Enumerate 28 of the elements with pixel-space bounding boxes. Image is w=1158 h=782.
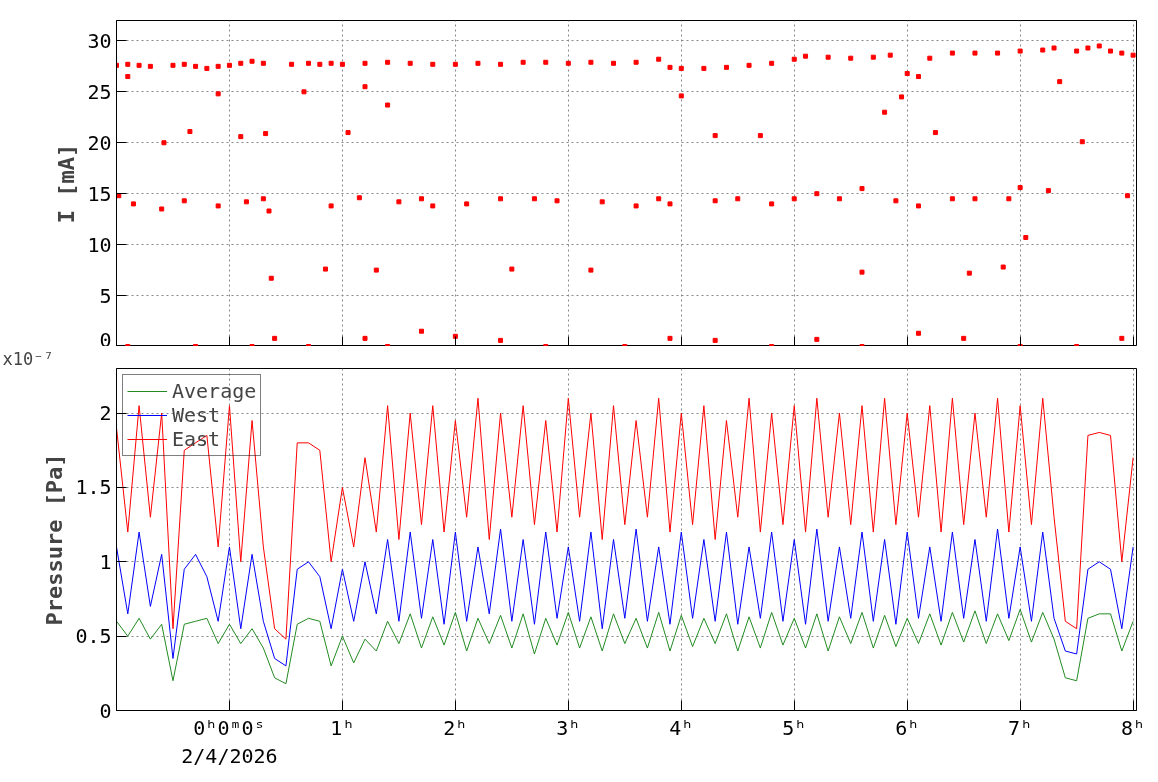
y-tick-label: 1 xyxy=(99,549,112,574)
y-tick-label: 2 xyxy=(99,401,112,426)
line-series xyxy=(116,528,1134,667)
y-tick-label: 20 xyxy=(87,130,112,155)
legend-label: West xyxy=(172,403,221,427)
x-tick-label: 7ʰ xyxy=(1008,715,1033,740)
x-tick-label: 5ʰ xyxy=(782,715,807,740)
x-tick-label: 1ʰ xyxy=(330,715,355,740)
y-tick-label: 30 xyxy=(87,28,112,53)
y-tick-label: 25 xyxy=(87,79,112,104)
legend-label: Average xyxy=(172,379,257,403)
y-axis-title: Pressure [Pa] xyxy=(42,453,68,626)
y-tick-label: 5 xyxy=(99,283,112,308)
y-tick-label: 0 xyxy=(99,327,112,352)
y-tick-label: 0.5 xyxy=(75,624,112,649)
x-tick-label: 3ʰ xyxy=(556,715,581,740)
y-tick-label: 0 xyxy=(99,698,112,723)
y-axis-title: I [mA] xyxy=(54,143,80,224)
x-tick-label: 2ʰ xyxy=(443,715,468,740)
line-series xyxy=(116,608,1134,685)
y-tick-label: 10 xyxy=(87,232,112,257)
y-tick-label: 1.5 xyxy=(75,475,112,500)
text: x10⁻⁷ xyxy=(2,348,54,369)
x-tick-label: 0ʰ0ᵐ0ˢ 2/4/2026 xyxy=(181,715,278,769)
x-tick-label: 4ʰ xyxy=(669,715,694,740)
x-tick-label: 6ʰ xyxy=(895,715,920,740)
y-tick-label: 15 xyxy=(87,181,112,206)
x-tick-label: 8ʰ xyxy=(1121,715,1146,740)
